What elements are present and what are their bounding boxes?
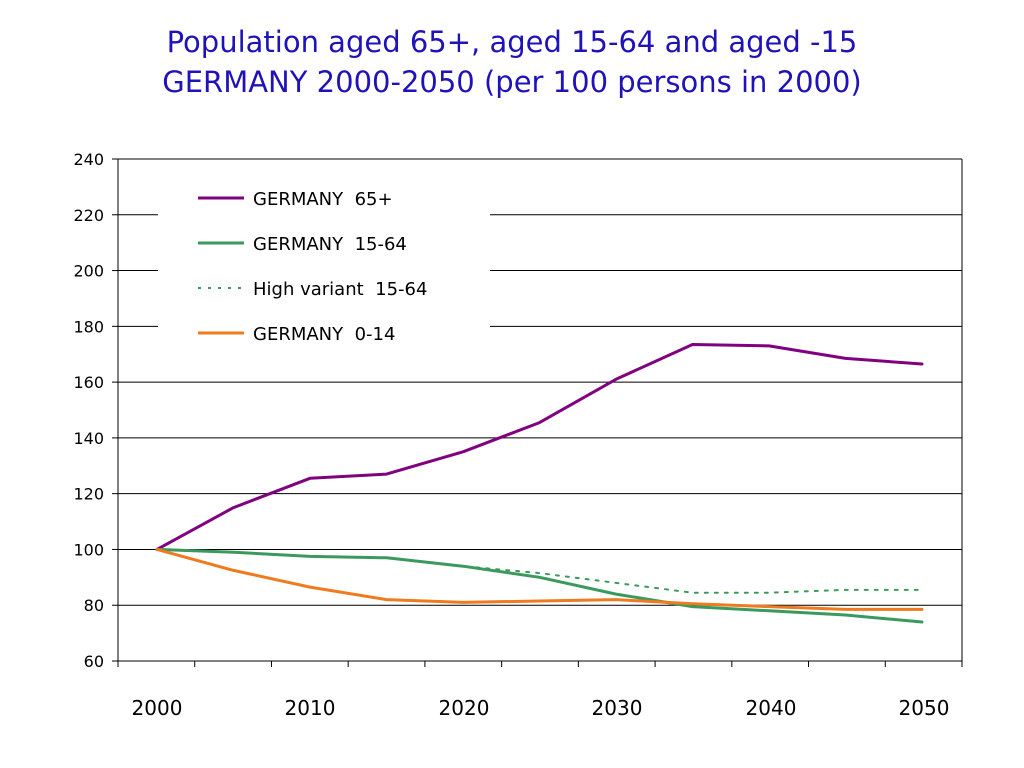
y-tick-label: 80 bbox=[84, 596, 104, 615]
x-tick-label: 2000 bbox=[132, 696, 183, 720]
y-tick-label: 140 bbox=[73, 429, 104, 448]
x-tick-label: 2040 bbox=[746, 696, 797, 720]
x-tick-label: 2050 bbox=[899, 696, 950, 720]
series-line-2 bbox=[156, 548, 923, 594]
y-tick-label: 100 bbox=[73, 540, 104, 559]
y-tick-label: 180 bbox=[73, 317, 104, 336]
y-tick-label: 60 bbox=[84, 652, 104, 671]
legend-label-0: GERMANY 65+ bbox=[253, 189, 393, 210]
x-tick-label: 2020 bbox=[439, 696, 490, 720]
axes: 60 80 100 120 140 160 180 200 220 240 2000 2010 2020… bbox=[73, 150, 963, 720]
y-tick-label: 200 bbox=[73, 262, 104, 281]
legend-label-1: GERMANY 15-64 bbox=[253, 234, 407, 255]
y-tick-label: 120 bbox=[73, 485, 104, 504]
series-lines bbox=[155, 343, 924, 624]
x-tick-label: 2030 bbox=[592, 696, 643, 720]
series-line-1 bbox=[155, 547, 924, 624]
gridlines bbox=[118, 158, 962, 606]
series-line-3 bbox=[155, 547, 924, 611]
y-tick-label: 160 bbox=[73, 373, 104, 392]
x-tick-label: 2010 bbox=[285, 696, 336, 720]
chart-title-line-2: GERMANY 2000-2050 (per 100 persons in 20… bbox=[162, 65, 862, 99]
series-line-0 bbox=[155, 343, 924, 551]
y-tick-label: 240 bbox=[73, 150, 104, 169]
legend-label-3: GERMANY 0-14 bbox=[253, 324, 395, 345]
legend-label-2: High variant 15-64 bbox=[253, 279, 427, 300]
y-tick-label: 220 bbox=[73, 206, 104, 225]
chart-title-line-1: Population aged 65+, aged 15-64 and aged… bbox=[166, 25, 858, 59]
chart-title: Population aged 65+, aged 15-64 and aged… bbox=[0, 22, 1024, 102]
legend: GERMANY 65+ GERMANY 15-64 High variant 15-… bbox=[198, 189, 427, 345]
